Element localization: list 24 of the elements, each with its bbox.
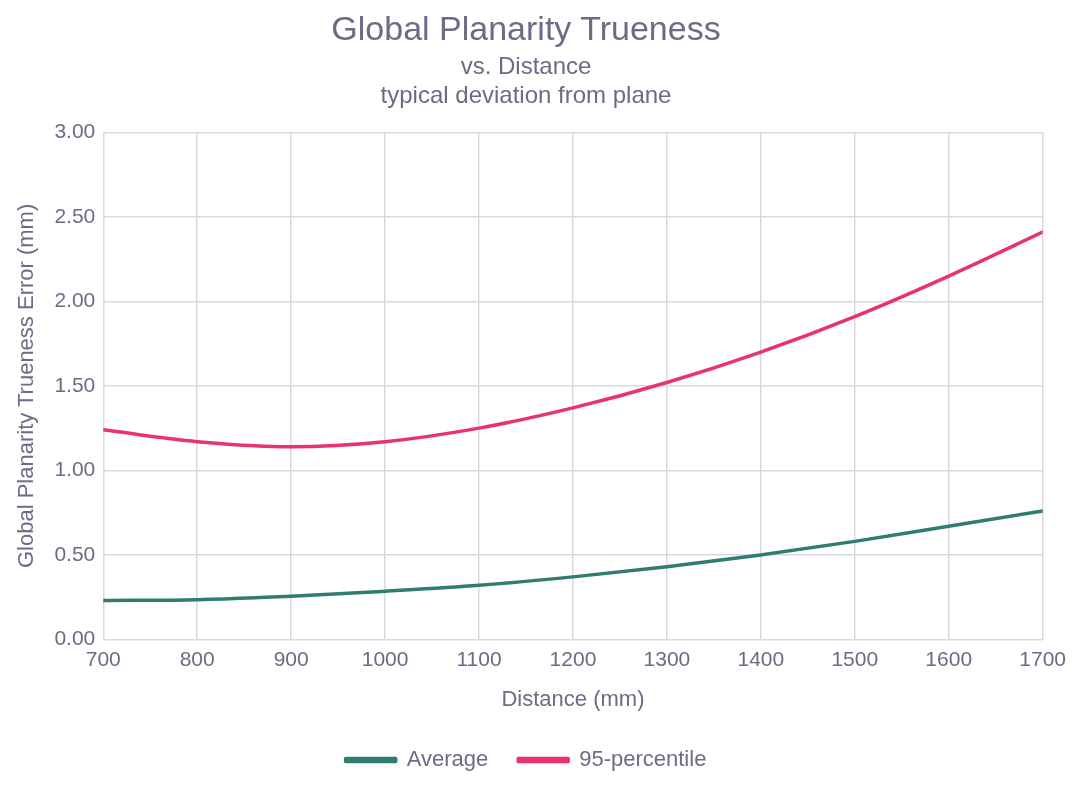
- x-tick-label: 1500: [831, 646, 879, 670]
- line-series: [103, 230, 1043, 449]
- x-tick-label: 900: [273, 646, 309, 670]
- x-tick-label: 1200: [549, 646, 597, 670]
- chart-title: Global Planarity Trueness: [331, 8, 721, 47]
- x-tick-label: 1700: [1019, 646, 1066, 670]
- line-series: [103, 509, 1043, 603]
- x-tick-label: 800: [179, 646, 215, 670]
- y-tick-label: 1.50: [54, 372, 96, 396]
- y-tick-label: 3.00: [54, 119, 96, 143]
- x-tick-label: 1000: [361, 646, 409, 670]
- chart-subtitle: vs. Distance typical deviation from plane: [380, 51, 672, 108]
- legend-label: 95-percentile: [579, 746, 707, 772]
- x-tick-label: 1100: [456, 646, 502, 670]
- x-tick-label: 1300: [643, 646, 691, 670]
- y-tick-label: 0.50: [54, 541, 96, 565]
- y-tick-label: 2.00: [54, 288, 96, 312]
- y-axis-title: Global Planarity Trueness Error (mm): [13, 203, 39, 569]
- x-tick-label: 1400: [737, 646, 785, 670]
- legend-label: Average: [406, 746, 489, 772]
- y-tick-label: 1.00: [54, 457, 96, 481]
- x-tick-label: 1600: [925, 646, 973, 670]
- x-axis-title: Distance (mm): [501, 685, 645, 711]
- y-tick-label: 2.50: [54, 203, 96, 227]
